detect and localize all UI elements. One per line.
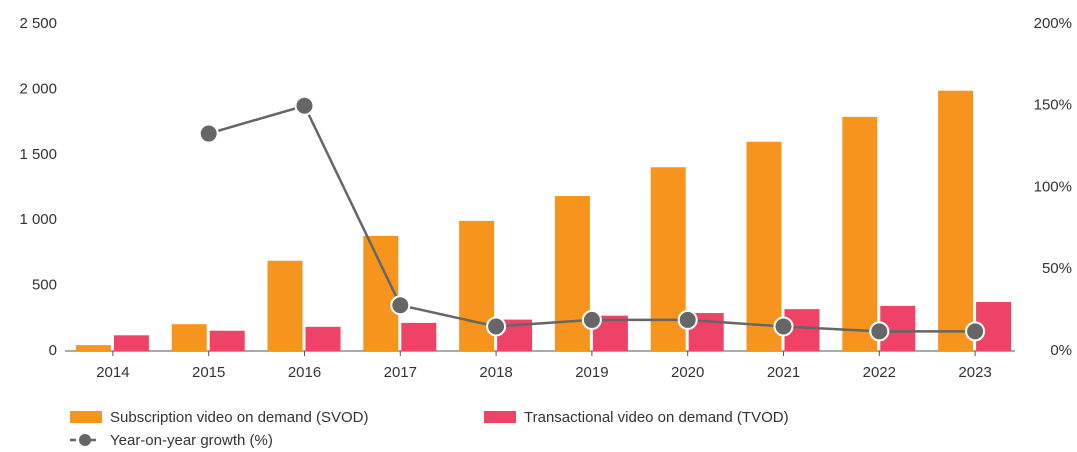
x-tick-label: 2023 xyxy=(958,364,991,381)
bar xyxy=(554,196,590,351)
x-tick-label: 2019 xyxy=(575,364,608,381)
x-tick-label: 2014 xyxy=(96,364,129,381)
x-tick-label: 2016 xyxy=(288,364,321,381)
bar xyxy=(842,116,878,351)
legend-label: Subscription video on demand (SVOD) xyxy=(110,409,368,426)
x-tick-label: 2020 xyxy=(671,364,704,381)
y-tick-label: 1 000 xyxy=(19,211,57,228)
bar xyxy=(746,141,782,351)
line-point xyxy=(486,316,507,337)
x-tick-label: 2018 xyxy=(479,364,512,381)
y2-tick-label: 50% xyxy=(1042,260,1072,277)
bar xyxy=(171,324,207,351)
y2-tick-label: 150% xyxy=(1034,97,1072,114)
y2-tick-label: 0% xyxy=(1050,342,1072,359)
x-tick-label: 2015 xyxy=(192,364,225,381)
legend-swatch xyxy=(79,434,91,446)
bar xyxy=(267,260,303,351)
legend-label: Transactional video on demand (TVOD) xyxy=(524,409,789,426)
line-point xyxy=(198,123,219,144)
y-tick-label: 0 xyxy=(49,342,57,359)
line-point xyxy=(390,295,411,316)
y2-tick-label: 200% xyxy=(1034,15,1072,32)
bar xyxy=(305,326,341,351)
line-point xyxy=(677,309,698,330)
line-point xyxy=(581,309,602,330)
legend-label: Year-on-year growth (%) xyxy=(110,432,273,449)
y-tick-label: 500 xyxy=(32,277,57,294)
x-tick-label: 2017 xyxy=(384,364,417,381)
x-tick-label: 2022 xyxy=(863,364,896,381)
legend-swatch xyxy=(484,411,516,423)
line-point xyxy=(294,95,315,116)
y2-tick-label: 100% xyxy=(1034,178,1072,195)
bar xyxy=(363,235,399,351)
bar xyxy=(113,335,149,351)
line-point xyxy=(773,316,794,337)
y-tick-label: 1 500 xyxy=(19,146,57,163)
line-point xyxy=(869,321,890,342)
bar xyxy=(75,345,111,351)
legend-swatch xyxy=(70,411,102,423)
bar xyxy=(209,330,245,351)
line-point xyxy=(965,321,986,342)
y-tick-label: 2 000 xyxy=(19,80,57,97)
bar xyxy=(401,322,437,351)
y-tick-label: 2 500 xyxy=(19,15,57,32)
bar xyxy=(938,90,974,351)
x-tick-label: 2021 xyxy=(767,364,800,381)
